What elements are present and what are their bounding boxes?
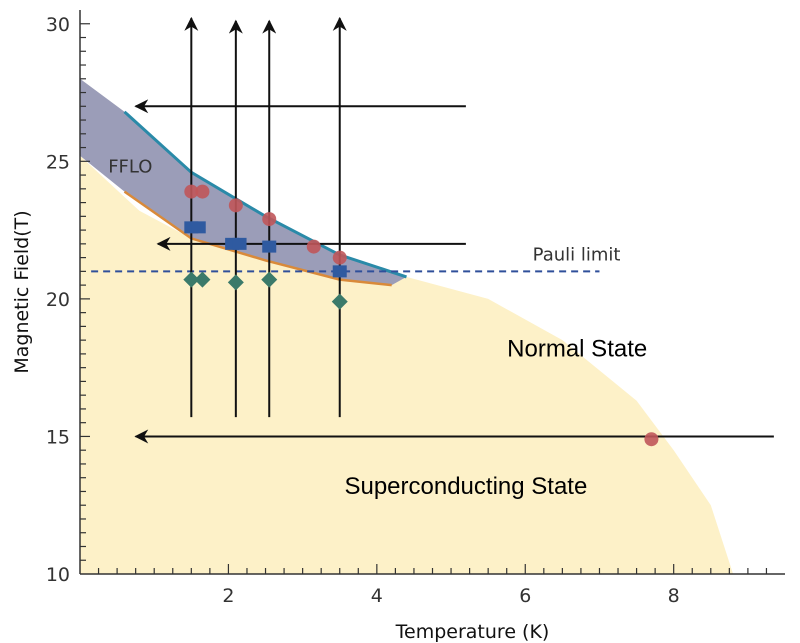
data-point-circle [306, 239, 321, 254]
annotation-pauli: Pauli limit [533, 244, 621, 265]
y-tick-label: 25 [46, 151, 70, 173]
data-point-diamond [194, 271, 211, 288]
data-point-circle [228, 198, 243, 213]
x-tick-label: 2 [222, 585, 234, 607]
data-point-circle [262, 212, 277, 227]
x-axis-label: Temperature (K) [395, 621, 550, 643]
y-tick-label: 30 [46, 14, 70, 36]
y-tick-label: 15 [46, 426, 70, 448]
data-point-square [232, 237, 247, 250]
data-point-square [191, 221, 206, 234]
data-point-circle [195, 184, 210, 199]
y-tick-label: 20 [46, 289, 70, 311]
data-point-circle [184, 184, 199, 199]
x-tick-label: 4 [371, 585, 383, 607]
superconducting-region [80, 155, 734, 575]
annotation-superconducting: Superconducting State [344, 473, 587, 500]
data-point-square [262, 240, 277, 253]
fflo-lower-boundary [123, 190, 392, 287]
data-point-circle [644, 432, 659, 447]
data-point-diamond [183, 271, 200, 288]
data-point-diamond [331, 293, 348, 310]
data-point-square [332, 265, 347, 278]
annotation-normal: Normal State [507, 336, 647, 363]
annotation-fflo: FFLO [108, 156, 152, 177]
y-tick-label: 10 [46, 564, 70, 586]
x-tick-label: 8 [668, 585, 680, 607]
data-point-circle [332, 250, 347, 265]
x-tick-label: 6 [519, 585, 531, 607]
y-axis-label: Magnetic Field(T) [11, 210, 33, 373]
data-point-diamond [227, 274, 244, 291]
data-point-diamond [261, 271, 278, 288]
